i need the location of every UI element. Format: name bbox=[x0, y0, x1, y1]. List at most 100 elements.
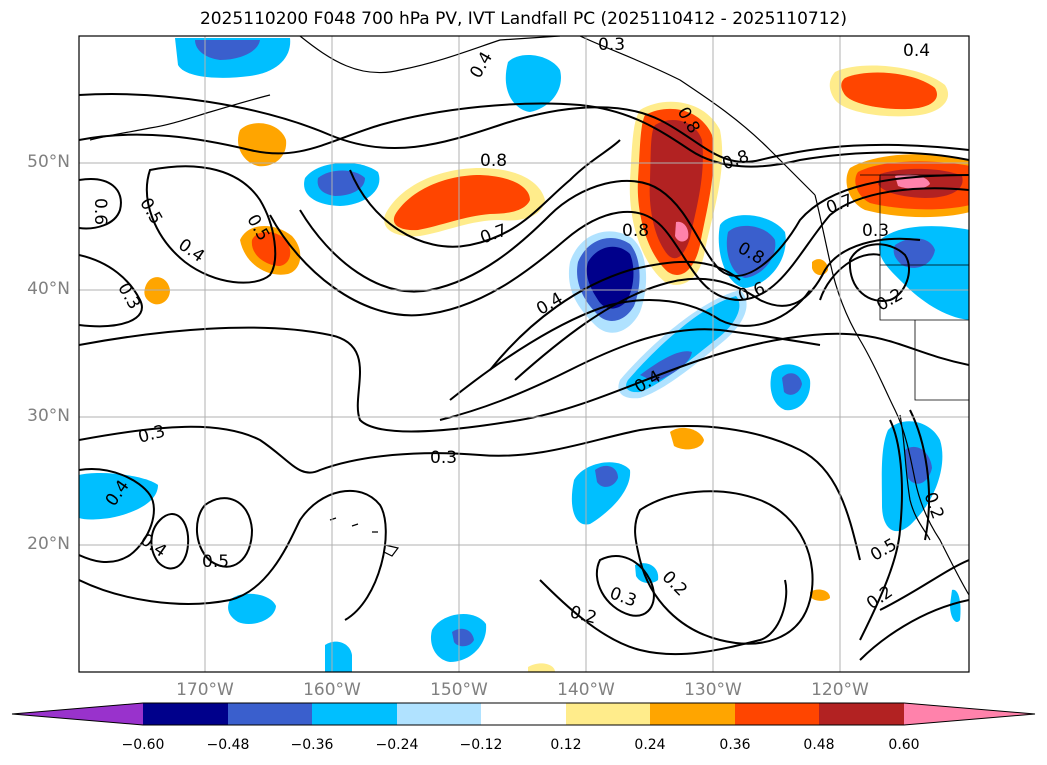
colorbar-extend-left bbox=[12, 703, 143, 725]
contour-line bbox=[489, 260, 741, 371]
contour-line bbox=[879, 559, 969, 611]
colorbar-tick-label: 0.36 bbox=[719, 737, 751, 753]
colorbar-segment bbox=[819, 703, 904, 725]
contour-label: 0.8 bbox=[622, 221, 649, 241]
contour-line bbox=[859, 419, 903, 641]
colorbar-tick-label: 0.48 bbox=[803, 737, 835, 753]
contour-line bbox=[449, 289, 811, 401]
map-background bbox=[79, 36, 969, 672]
borders bbox=[860, 174, 969, 401]
contour-line bbox=[595, 555, 655, 617]
anomaly-west-2 bbox=[144, 277, 170, 305]
colorbar-tick-label: −0.36 bbox=[290, 737, 334, 753]
contour-line bbox=[269, 187, 969, 317]
anomaly-neg-band-3 bbox=[640, 351, 692, 382]
lon-tick-label: 130°W bbox=[684, 680, 742, 700]
contour-line bbox=[145, 165, 277, 284]
colorbar-tick-label: −0.48 bbox=[206, 737, 250, 753]
contour-line bbox=[79, 178, 122, 230]
colorbar-segment bbox=[566, 703, 650, 725]
border-states bbox=[879, 175, 969, 401]
contour-line bbox=[79, 468, 155, 564]
contour-line bbox=[79, 254, 143, 328]
contour-line bbox=[514, 237, 921, 381]
lon-tick-label: 150°W bbox=[430, 680, 488, 700]
colorbar-tick-label: −0.24 bbox=[375, 737, 419, 753]
anomaly-neg-south-1b bbox=[452, 628, 474, 647]
lon-tick-label: 170°W bbox=[176, 680, 234, 700]
colorbar bbox=[11, 702, 1036, 726]
contour-line bbox=[439, 328, 821, 421]
colorbar-tick-label: 0.24 bbox=[634, 737, 666, 753]
map-content: 0.4 0.3 0.4 0.8 0.6 0.5 0.5 0.4 0.3 0.8 … bbox=[79, 35, 969, 672]
colorbar-segment bbox=[650, 703, 735, 725]
lon-tick-label: 140°W bbox=[557, 680, 615, 700]
coastline-aleutians bbox=[89, 94, 271, 141]
anomaly-small-4 bbox=[528, 663, 555, 672]
contour-line bbox=[848, 243, 910, 302]
gridlines bbox=[79, 36, 969, 672]
contour-line bbox=[909, 409, 930, 541]
lon-tick-label: 120°W bbox=[811, 680, 869, 700]
anomaly-neg-south-2b bbox=[595, 465, 618, 487]
colorbar-segment bbox=[735, 703, 819, 725]
lat-tick-label: 40°N bbox=[27, 279, 70, 299]
coastline-baja bbox=[899, 414, 931, 541]
map-frame bbox=[78, 35, 970, 673]
contour-line bbox=[79, 93, 969, 163]
anomaly-neg-east-3b bbox=[782, 373, 802, 395]
coastline-north-america bbox=[814, 194, 969, 596]
anomaly-small-3 bbox=[810, 589, 830, 601]
colorbar-tick-label: −0.60 bbox=[121, 737, 165, 753]
contour-line bbox=[79, 102, 969, 168]
anomaly-neg-north-2 bbox=[505, 55, 561, 112]
anomaly-neg-south-5 bbox=[950, 589, 961, 623]
contour-line bbox=[79, 326, 969, 433]
colorbar-tick-label: −0.12 bbox=[459, 737, 503, 753]
colorbar-tick-label: 0.60 bbox=[888, 737, 920, 753]
coastlines bbox=[89, 36, 969, 596]
contour-line bbox=[349, 139, 621, 248]
lon-tick-label: 160°W bbox=[303, 680, 361, 700]
lat-tick-label: 20°N bbox=[27, 534, 70, 554]
coastline-hawaii bbox=[329, 517, 400, 557]
contour-line bbox=[195, 497, 254, 568]
contour-label: 0.8 bbox=[480, 151, 507, 171]
figure-title: 2025110200 F048 700 hPa PV, IVT Landfall… bbox=[199, 9, 847, 29]
lat-tick-label: 30°N bbox=[27, 406, 70, 426]
contour-line bbox=[539, 579, 788, 656]
colorbar-extend-right bbox=[904, 703, 1035, 725]
anomaly-neg-southwest bbox=[228, 593, 276, 625]
colorbar-segment bbox=[397, 703, 481, 725]
pv-contours bbox=[79, 93, 969, 661]
anomaly-neg-northwest-b bbox=[195, 40, 260, 60]
contour-line bbox=[79, 425, 861, 561]
contour-line bbox=[150, 513, 190, 570]
colorbar-segment bbox=[228, 703, 312, 725]
colorbar-segment bbox=[312, 703, 397, 725]
anomaly-small-1 bbox=[670, 427, 704, 450]
anomaly-northwest bbox=[238, 123, 287, 167]
contour-line bbox=[819, 253, 881, 301]
contour-line bbox=[79, 489, 387, 621]
colorbar-segment bbox=[481, 703, 566, 725]
contour-label: 0.3 bbox=[598, 35, 625, 55]
lat-tick-label: 50°N bbox=[27, 152, 70, 172]
anomaly-neg-west bbox=[79, 473, 158, 520]
contour-line bbox=[859, 599, 969, 661]
contour-label: 0.5 bbox=[202, 552, 229, 572]
colorbar-segment bbox=[143, 703, 228, 725]
contour-label: 0.4 bbox=[903, 41, 930, 61]
contour-line bbox=[634, 490, 814, 645]
contour-label: 0.3 bbox=[430, 448, 457, 468]
anomaly-west-1-inner bbox=[251, 231, 291, 266]
anomaly-gulf-alaska-4 bbox=[675, 221, 689, 242]
contour-label: 0.3 bbox=[862, 221, 889, 241]
contour-label: 0.6 bbox=[90, 198, 110, 225]
anomaly-neg-east-2b bbox=[893, 238, 935, 268]
anomaly-central-pacific-2 bbox=[393, 175, 530, 231]
anomaly-northeast-2 bbox=[841, 72, 937, 110]
colorbar-tick-label: 0.12 bbox=[550, 737, 582, 753]
colorbar-outline bbox=[11, 702, 1036, 726]
